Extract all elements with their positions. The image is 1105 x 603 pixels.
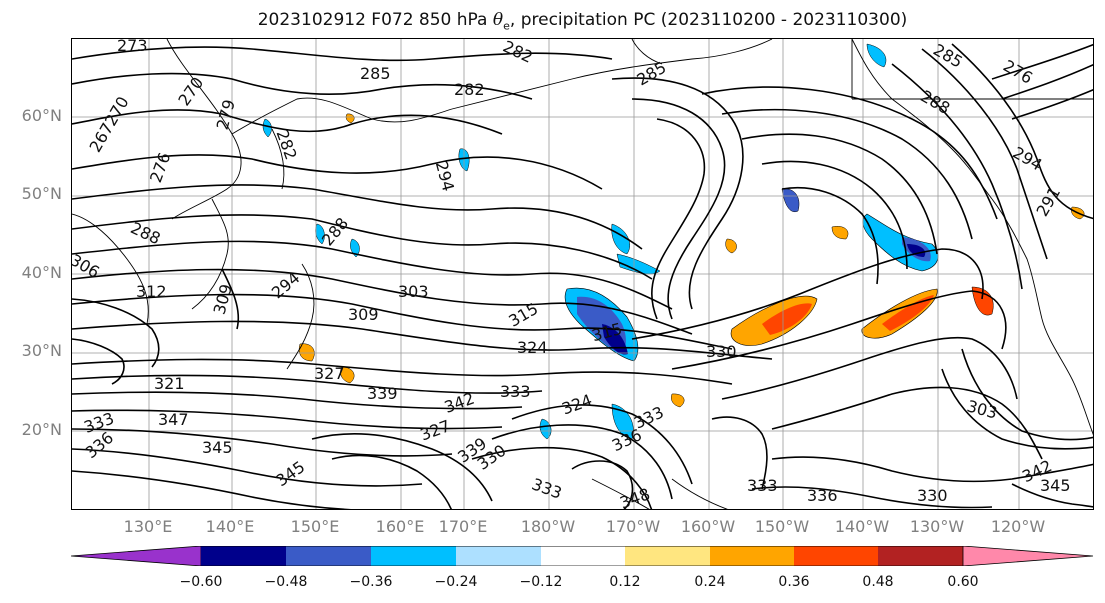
colorbar-segment-5: [541, 546, 625, 566]
lon-label-170w: 170°W: [605, 517, 661, 536]
contour-label: 285: [360, 64, 391, 83]
lon-label-160e: 160°E: [375, 517, 425, 536]
contour-label: 330: [706, 342, 737, 361]
contour-label: 282: [272, 127, 300, 162]
lon-label-150w: 150°W: [754, 517, 810, 536]
contour-label: 294: [432, 159, 458, 193]
contour-label: 345: [272, 457, 308, 490]
colorbar-segment-1: [201, 546, 286, 566]
colorbar: [71, 546, 1094, 566]
colorbar-segment-8: [794, 546, 878, 566]
contour-label: 282: [454, 80, 485, 99]
lon-label-140e: 140°E: [205, 517, 255, 536]
contour-label: 348: [617, 484, 652, 510]
lat-label-40n: 40°N: [21, 263, 62, 282]
contour-label: 324: [559, 390, 594, 418]
contour-label: 333: [500, 382, 531, 401]
colorbar-segment-9: [878, 546, 963, 566]
colorbar-segment-7: [710, 546, 794, 566]
contour-label: 282: [500, 39, 536, 67]
contour-label: 270: [174, 73, 207, 109]
lon-label-140w: 140°W: [834, 517, 890, 536]
colorbar-tick: 0.24: [694, 574, 726, 590]
contour-label: 273: [117, 39, 148, 55]
colorbar-tick: 0.48: [862, 574, 894, 590]
contour-label: 288: [128, 218, 164, 248]
contour-label: 345: [202, 438, 233, 457]
colorbar-tick: −0.48: [264, 574, 308, 590]
contour-label: 339: [367, 384, 398, 403]
chart-title: 2023102912 F072 850 hPa θe, precipitatio…: [257, 10, 908, 33]
lat-label-60n: 60°N: [21, 106, 62, 125]
contour-label: 279: [213, 97, 239, 131]
colorbar-tick: −0.12: [519, 574, 563, 590]
contour-label: 276: [146, 150, 174, 185]
contour-label: 327: [314, 364, 345, 383]
lat-label-50n: 50°N: [21, 184, 62, 203]
contour-label: 309: [348, 305, 379, 324]
lat-label-30n: 30°N: [21, 341, 62, 360]
colorbar-tick: −0.60: [179, 574, 223, 590]
contour-label: 303: [965, 396, 999, 422]
contour-label: 330: [917, 486, 948, 505]
contour-label: 327: [418, 416, 453, 444]
theta-e-contours: [72, 43, 1093, 509]
precipitation-shading: [262, 43, 1085, 440]
lon-label-170e: 170°E: [438, 517, 488, 536]
contour-label: 347: [158, 410, 189, 429]
lon-label-120w: 120°W: [990, 517, 1046, 536]
contour-label: 288: [318, 214, 352, 250]
contour-label: 303: [398, 282, 429, 301]
map-panel: 273 282 285 282 285 270 267 270 279 282 …: [71, 38, 1094, 510]
lon-label-180w: 180°W: [520, 517, 576, 536]
contour-label: 345: [1040, 476, 1071, 495]
graticule: [72, 39, 1093, 509]
colorbar-tick: 0.12: [609, 574, 641, 590]
colorbar-tick: 0.60: [947, 574, 979, 590]
contour-label: 276: [1000, 56, 1036, 88]
colorbar-segment-4: [456, 546, 541, 566]
contour-label: 312: [136, 282, 167, 301]
colorbar-tick: −0.24: [434, 574, 478, 590]
colorbar-segment-0: [71, 546, 202, 566]
colorbar-tick: −0.36: [349, 574, 393, 590]
contour-label: 321: [154, 374, 185, 393]
contour-label: 333: [529, 474, 564, 502]
contour-label: 336: [807, 486, 838, 505]
colorbar-segment-3: [371, 546, 456, 566]
lat-label-20n: 20°N: [21, 420, 62, 439]
lon-label-130w: 130°W: [909, 517, 965, 536]
contour-label: 285: [930, 40, 966, 72]
lon-label-130e: 130°E: [123, 517, 173, 536]
map-canvas: 273 282 285 282 285 270 267 270 279 282 …: [72, 39, 1093, 510]
contour-label: 333: [747, 476, 778, 495]
colorbar-tick: 0.36: [778, 574, 810, 590]
colorbar-segment-10: [962, 546, 1094, 566]
contour-label: 306: [72, 250, 103, 282]
lon-label-160w: 160°W: [680, 517, 736, 536]
lon-label-150e: 150°E: [290, 517, 340, 536]
contour-label: 324: [517, 338, 548, 357]
colorbar-segment-6: [625, 546, 710, 566]
colorbar-segment-2: [286, 546, 371, 566]
